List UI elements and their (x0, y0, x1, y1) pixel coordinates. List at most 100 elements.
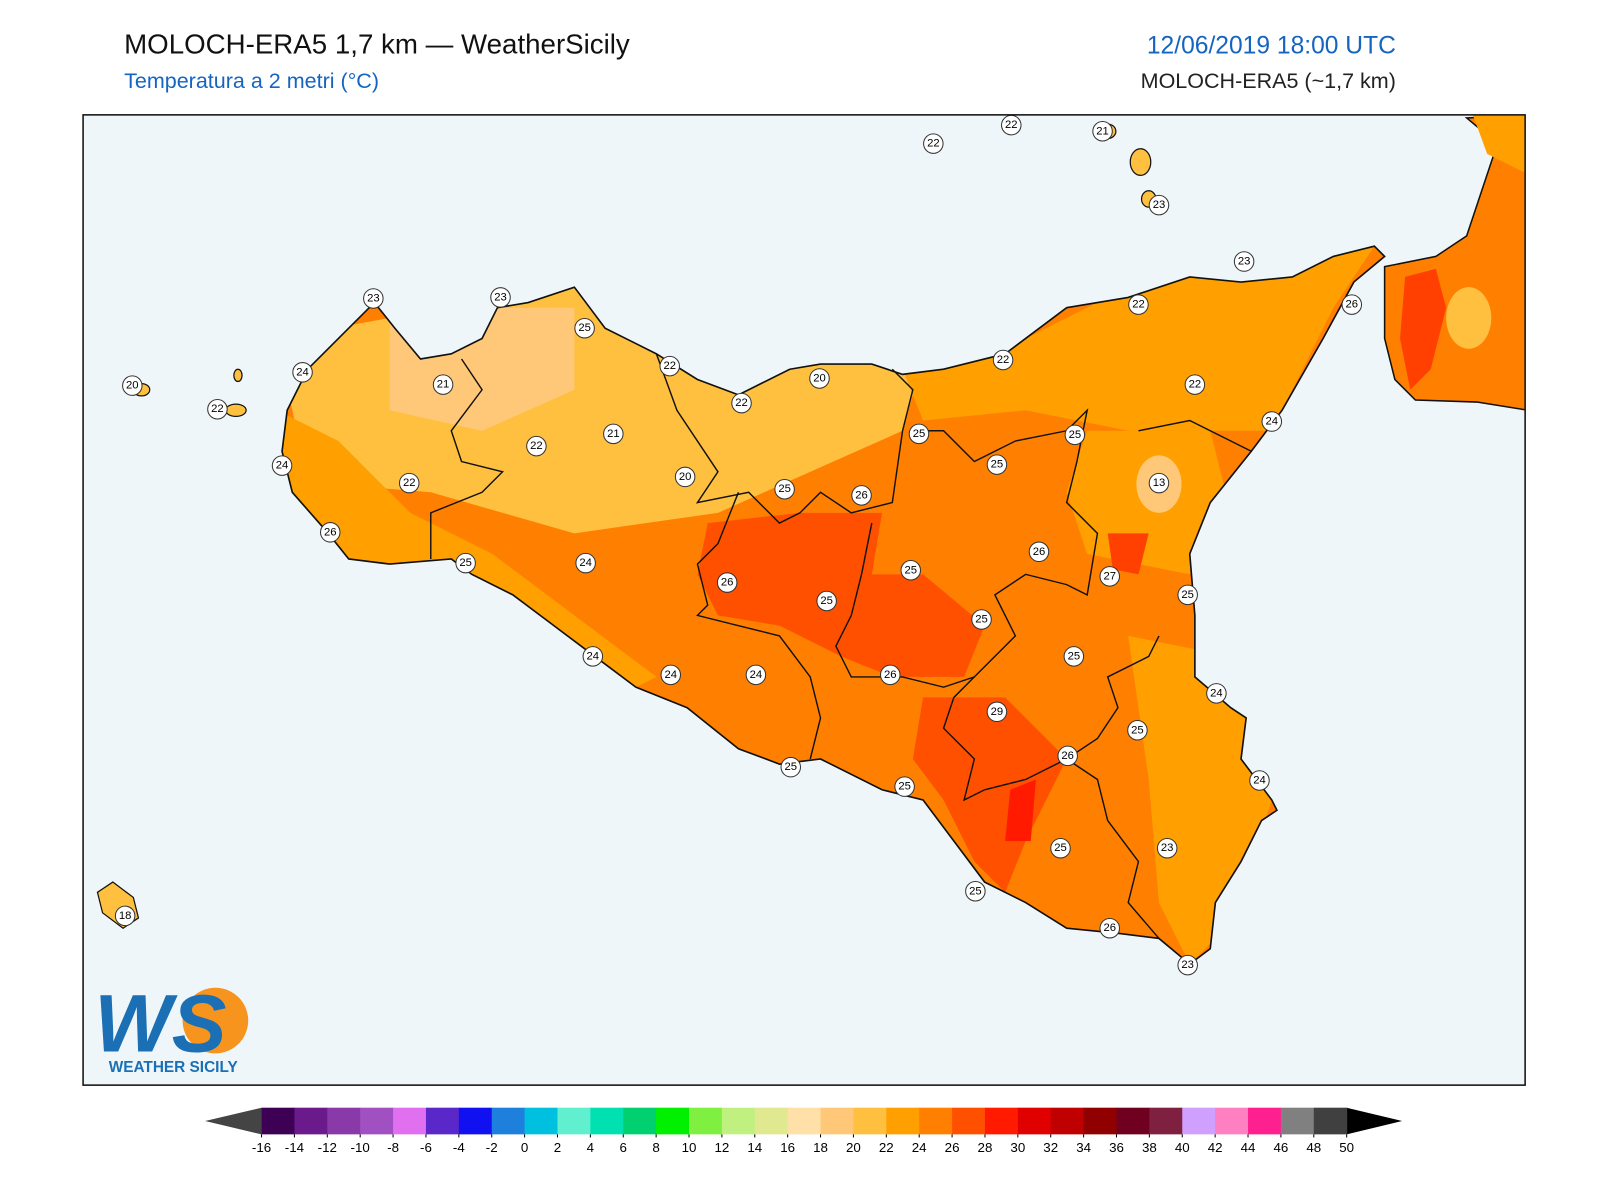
station-value: 26 (855, 489, 868, 501)
colorbar-segment (886, 1107, 920, 1135)
colorbar-tick-label: 28 (978, 1140, 993, 1155)
station-marker (398, 472, 420, 494)
province-border (1138, 419, 1252, 452)
station-marker (780, 756, 802, 778)
station-marker (660, 664, 682, 686)
logo-sun (182, 987, 249, 1054)
station: 25 (1050, 837, 1071, 859)
station: 25 (816, 590, 837, 612)
colorbar-tick-label: -14 (285, 1140, 305, 1155)
station: 25 (894, 776, 915, 797)
station-marker (1064, 424, 1086, 446)
station-value: 22 (735, 397, 748, 409)
station-value: 24 (1253, 775, 1266, 787)
province-border (655, 353, 914, 524)
model-label: MOLOCH-ERA5 (~1,7 km) (1141, 69, 1396, 93)
station-value: 24 (750, 669, 763, 681)
station-marker (490, 287, 511, 308)
station-value: 25 (913, 428, 926, 440)
title: MOLOCH-ERA5 1,7 km — WeatherSicily (124, 28, 630, 59)
station: 22 (1001, 114, 1022, 136)
colorbar-tick-label: 34 (1076, 1140, 1091, 1155)
station-value: 25 (459, 557, 472, 569)
station-marker (1099, 566, 1120, 587)
station-value: 22 (403, 477, 416, 489)
colorbar-segment (458, 1107, 493, 1135)
station-marker (1233, 251, 1255, 272)
colorbar-tick-label: 8 (652, 1140, 659, 1155)
station-value: 24 (579, 557, 592, 569)
colorbar-segment (557, 1107, 591, 1135)
station: 24 (660, 664, 682, 686)
station-marker (582, 646, 604, 667)
station-value: 23 (1238, 256, 1251, 268)
station-marker (659, 355, 680, 377)
station-value: 22 (1132, 299, 1145, 311)
station: 25 (965, 881, 986, 902)
colorbar-segment (1215, 1107, 1249, 1135)
station: 26 (1099, 917, 1120, 939)
temp-patch (1400, 268, 1447, 390)
colorbar-tick-label: 0 (521, 1140, 528, 1155)
station-marker (731, 392, 752, 414)
station: 26 (1341, 294, 1363, 315)
station-marker (1127, 719, 1148, 741)
station-value: 26 (1033, 546, 1046, 558)
station: 24 (582, 646, 604, 667)
station-marker (986, 701, 1008, 723)
station-marker (923, 133, 944, 154)
station: 25 (780, 756, 802, 778)
station-value: 23 (1153, 199, 1166, 211)
map-frame (82, 114, 1526, 1086)
station-marker (319, 522, 341, 543)
station: 21 (1092, 121, 1113, 142)
station-marker (894, 776, 915, 797)
colorbar-tick-label: 48 (1306, 1140, 1321, 1155)
station: 23 (363, 288, 384, 309)
station: 26 (879, 664, 901, 686)
station-value: 22 (997, 354, 1010, 366)
station-marker (575, 552, 596, 574)
station-marker (908, 423, 930, 445)
colorbar-tick-label: 38 (1142, 1140, 1157, 1155)
colorbar-tick-label: 10 (682, 1140, 697, 1155)
colorbar-tick-label: 6 (620, 1140, 627, 1155)
station-marker (986, 454, 1008, 475)
colorbar-tick-label: 14 (747, 1140, 762, 1155)
station-value: 29 (991, 706, 1004, 718)
colorbar-segment (1083, 1107, 1118, 1135)
station-marker (1028, 541, 1050, 563)
colorbar-segment (919, 1107, 953, 1135)
colorbar-tick-label: 24 (912, 1140, 927, 1155)
station-value: 23 (494, 291, 507, 303)
station-value: 24 (1266, 416, 1279, 428)
station-marker (1057, 745, 1078, 767)
station-value: 24 (587, 650, 600, 662)
colorbar-segment (1116, 1107, 1150, 1135)
station-marker (292, 362, 313, 383)
station-value: 24 (1210, 687, 1223, 699)
station-marker (122, 375, 143, 396)
colorbar-tick-label: -10 (351, 1140, 370, 1155)
station: 25 (774, 478, 795, 500)
province-border (942, 635, 1160, 802)
colorbar-tick-label: 22 (879, 1140, 894, 1155)
colorbar-segment (393, 1107, 427, 1135)
island (225, 403, 247, 418)
station-marker (432, 374, 454, 395)
station-value: 22 (1005, 119, 1018, 131)
station-marker (574, 317, 595, 339)
colorbar-tick-label: 32 (1043, 1140, 1058, 1155)
province-border (696, 492, 822, 760)
station: 25 (1064, 424, 1086, 446)
colorbar-segment (656, 1107, 690, 1135)
station-marker (900, 559, 922, 581)
station-value: 23 (367, 292, 380, 304)
colorbar-segment (360, 1107, 394, 1135)
station: 22 (1184, 374, 1206, 395)
colorbar-under (205, 1107, 262, 1135)
island (1129, 148, 1152, 176)
station-value: 26 (721, 577, 734, 589)
station-value: 23 (1161, 842, 1174, 854)
